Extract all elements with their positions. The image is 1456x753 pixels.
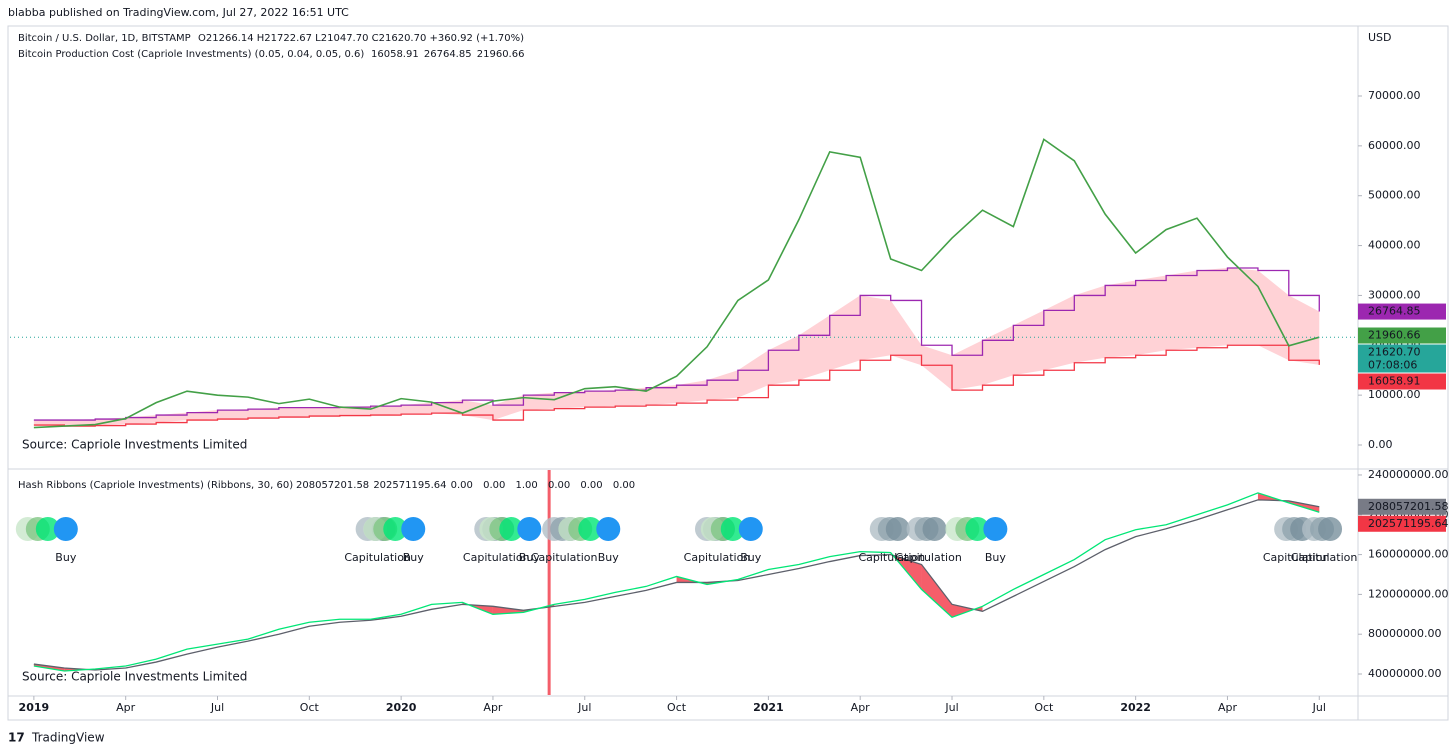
signal-bubble: [35, 517, 60, 541]
x-tick-label: Oct: [1034, 701, 1054, 714]
y-tick-label: 0.00: [1368, 438, 1393, 451]
series-line: [33, 267, 1320, 421]
legend-value: 16058.91: [371, 49, 419, 60]
legend-value: 202571195.64: [373, 480, 446, 491]
signal-bubble: [738, 517, 763, 541]
price-tag-countdown: 07:08:06: [1368, 359, 1417, 372]
price-tag-label: 202571195.64: [1368, 517, 1448, 530]
legend-symbol: Bitcoin / U.S. Dollar, 1D, BITSTAMP: [18, 33, 191, 44]
series-line: [33, 492, 1320, 672]
signal-label: Buy: [985, 551, 1007, 564]
price-tag: [1358, 498, 1446, 515]
price-tag-label: 26764.85: [1368, 305, 1421, 318]
frame: [7, 25, 1449, 721]
signal-label: Capitulation: [1263, 551, 1330, 564]
signal-bubble: [1318, 517, 1343, 541]
signal-bubble: [596, 517, 621, 541]
price-tag: [1358, 303, 1446, 320]
x-tick-label: Oct: [667, 701, 687, 714]
signal-label: Capitulation: [858, 551, 925, 564]
signal-bubble: [401, 517, 426, 541]
published-line: blabba published on TradingView.com, Jul…: [8, 6, 349, 19]
signal-label: Buy: [598, 551, 620, 564]
signal-label: Buy: [55, 551, 77, 564]
price-tag: [1358, 515, 1446, 532]
footer-logo: 17: [8, 731, 25, 745]
signal-bubble: [517, 517, 542, 541]
price-tag: [1358, 344, 1446, 373]
signal-label: Buy: [519, 551, 541, 564]
legend-title: Hash Ribbons (Capriole Investments) (Rib…: [18, 480, 293, 491]
x-tick-label: Apr: [1218, 701, 1238, 714]
y-tick-label: 40000.00: [1368, 239, 1421, 252]
price-tag: [1358, 373, 1446, 390]
signal-label: Buy: [740, 551, 762, 564]
y-tick-label: 80000000.00: [1368, 627, 1441, 640]
x-tick-label: Apr: [851, 701, 871, 714]
signal-bubble: [983, 517, 1008, 541]
signal-bubble: [922, 517, 947, 541]
currency: USD: [1368, 31, 1392, 44]
x-tick-label: Jul: [944, 701, 958, 714]
signal-bubble: [53, 517, 78, 541]
y-tick-label: 10000.00: [1368, 388, 1421, 401]
x-tick-label: Apr: [483, 701, 503, 714]
series-line: [33, 138, 1320, 429]
price-tag-label: 16058.91: [1368, 375, 1421, 388]
y-tick-label: 40000000.00: [1368, 667, 1441, 680]
signal-bubble: [499, 517, 524, 541]
signal-bubble: [720, 517, 745, 541]
legend-value: 26764.85: [424, 49, 472, 60]
legend-value: 21960.66: [477, 49, 525, 60]
signal-label: Capitulation: [1291, 551, 1358, 564]
series-line: [33, 344, 1320, 427]
series-line: [33, 499, 1320, 671]
signal-bubble: [885, 517, 910, 541]
legend-value: 0.00: [580, 480, 602, 491]
signal-label: Capitulation: [463, 551, 530, 564]
x-tick-label: Apr: [116, 701, 136, 714]
legend-ohlc: O21266.14 H21722.67 L21047.70 C21620.70 …: [198, 33, 524, 44]
y-tick-label: 240000000.00: [1368, 468, 1448, 481]
footer-brand: TradingView: [31, 731, 105, 745]
x-tick-label: 2021: [753, 701, 784, 714]
signal-label: Capitulation: [684, 551, 751, 564]
signal-bubble: [965, 517, 990, 541]
x-tick-label: Jul: [210, 701, 224, 714]
cost-band: [33, 268, 1320, 427]
legend-value: 0.00: [548, 480, 570, 491]
signal-label: Buy: [403, 551, 425, 564]
x-tick-label: Jul: [577, 701, 591, 714]
y-tick-label: 30000.00: [1368, 288, 1421, 301]
y-tick-label: 160000000.00: [1368, 548, 1448, 561]
legend-value: 0.00: [483, 480, 505, 491]
legend-value: 0.00: [451, 480, 473, 491]
price-tag-label: 21960.66: [1368, 329, 1421, 342]
y-tick-label: 70000.00: [1368, 89, 1421, 102]
price-tag: [1358, 327, 1446, 344]
x-tick-label: 2019: [19, 701, 50, 714]
x-tick-label: 2022: [1120, 701, 1151, 714]
y-tick-label: 120000000.00: [1368, 587, 1448, 600]
signal-label: Capitulation: [531, 551, 598, 564]
signal-label: Capitulation: [344, 551, 411, 564]
x-tick-label: 2020: [386, 701, 417, 714]
source-note: Source: Capriole Investments Limited: [22, 670, 247, 684]
price-tag-label: 21620.70: [1368, 346, 1421, 359]
x-tick-label: Oct: [300, 701, 320, 714]
y-tick-label: 50000.00: [1368, 189, 1421, 202]
signal-label: Capitulation: [895, 551, 962, 564]
ribbon-fill: [921, 564, 953, 618]
legend-value: 208057201.58: [296, 480, 369, 491]
y-tick-label: 60000.00: [1368, 139, 1421, 152]
legend-value: 0.00: [613, 480, 635, 491]
legend-value: 1.00: [516, 480, 538, 491]
x-tick-label: Jul: [1312, 701, 1326, 714]
signal-bubble: [383, 517, 408, 541]
price-tag-label: 208057201.58: [1368, 500, 1448, 513]
legend-indicator: Bitcoin Production Cost (Capriole Invest…: [18, 49, 364, 60]
signal-bubble: [578, 517, 603, 541]
source-note: Source: Capriole Investments Limited: [22, 438, 247, 452]
